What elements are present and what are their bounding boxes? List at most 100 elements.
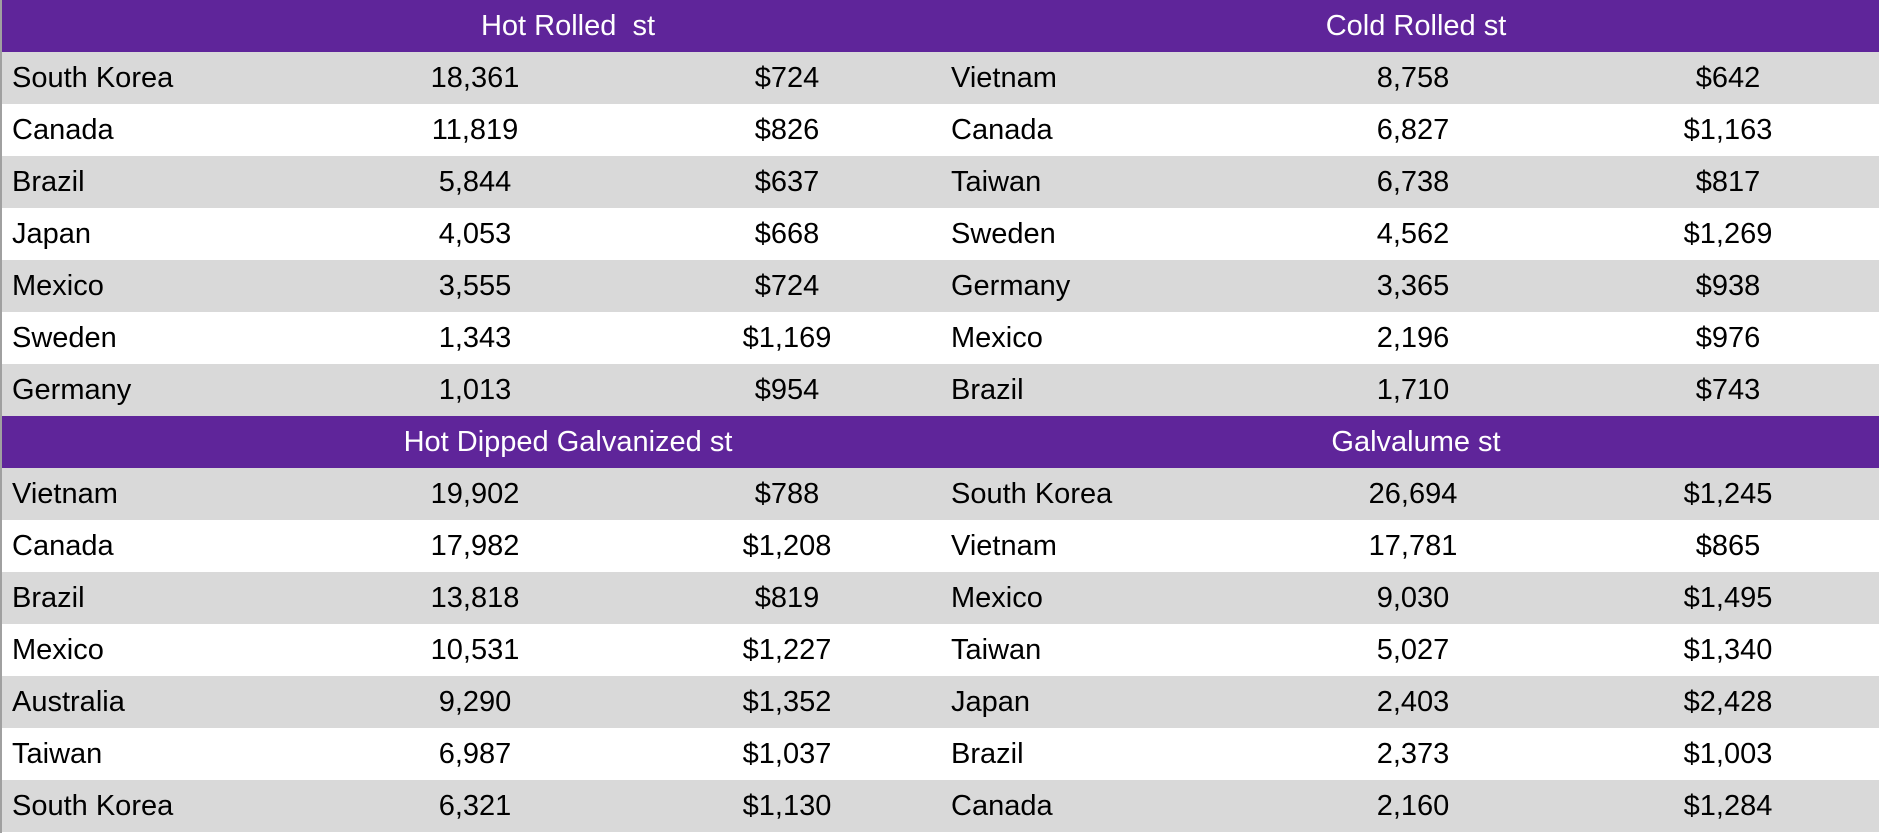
table-row: Australia 9,290 $1,352 Japan 2,403 $2,428 [2, 676, 1879, 728]
right-price-cell: $1,340 [1683, 634, 1773, 666]
left-price-cell: $724 [754, 62, 820, 94]
left-price-cell: $788 [754, 478, 820, 510]
right-price-cell: $1,269 [1683, 218, 1773, 250]
left-tons-cell: 6,987 [438, 738, 512, 770]
left-country-cell: Brazil [12, 166, 85, 198]
right-tons-cell: 9,030 [1376, 582, 1450, 614]
right-tons-cell: 8,758 [1376, 62, 1450, 94]
left-tons-cell: 18,361 [430, 62, 520, 94]
right-country-cell: South Korea [951, 478, 1113, 510]
left-price-cell: $1,352 [742, 686, 832, 718]
left-country-cell: Sweden [12, 322, 117, 354]
left-tons-cell: 10,531 [430, 634, 520, 666]
left-country-cell: Australia [12, 686, 125, 718]
table-row: Vietnam 19,902 $788 South Korea 26,694 $1,245 [2, 468, 1879, 520]
right-price-cell: $743 [1695, 374, 1761, 406]
left-price-cell: $826 [754, 114, 820, 146]
right-price-cell: $817 [1695, 166, 1761, 198]
table-row: Japan 4,053 $668 Sweden 4,562 $1,269 [2, 208, 1879, 260]
left-price-cell: $1,037 [742, 738, 832, 770]
left-price-cell: $1,169 [742, 322, 832, 354]
table-row: Canada 11,819 $826 Canada 6,827 $1,163 [2, 104, 1879, 156]
section-header-row: Hot Dipped Galvanized st Galvalume st [2, 416, 1879, 468]
right-price-cell: $1,163 [1683, 114, 1773, 146]
right-country-cell: Canada [951, 114, 1053, 146]
left-price-cell: $637 [754, 166, 820, 198]
left-country-cell: Taiwan [12, 738, 103, 770]
right-price-cell: $642 [1695, 62, 1761, 94]
right-country-cell: Japan [951, 686, 1031, 718]
right-country-cell: Vietnam [951, 62, 1057, 94]
left-price-cell: $724 [754, 270, 820, 302]
left-price-cell: $819 [754, 582, 820, 614]
right-country-cell: Mexico [951, 322, 1043, 354]
table-row: Mexico 10,531 $1,227 Taiwan 5,027 $1,340 [2, 624, 1879, 676]
right-tons-cell: 26,694 [1368, 478, 1458, 510]
left-country-cell: Vietnam [12, 478, 118, 510]
right-price-cell: $976 [1695, 322, 1761, 354]
left-country-cell: Canada [12, 530, 114, 562]
left-tons-cell: 5,844 [438, 166, 512, 198]
left-tons-cell: 17,982 [430, 530, 520, 562]
left-country-cell: Brazil [12, 582, 85, 614]
left-price-cell: $1,130 [742, 790, 832, 822]
left-country-cell: Japan [12, 218, 92, 250]
right-tons-cell: 6,738 [1376, 166, 1450, 198]
left-tons-cell: 11,819 [431, 114, 519, 146]
right-country-cell: Germany [951, 270, 1071, 302]
left-country-cell: Germany [12, 374, 132, 406]
right-price-cell: $1,284 [1683, 790, 1773, 822]
table-row: Mexico 3,555 $724 Germany 3,365 $938 [2, 260, 1879, 312]
left-price-cell: $668 [754, 218, 820, 250]
right-country-cell: Taiwan [951, 634, 1042, 666]
table-row: Sweden 1,343 $1,169 Mexico 2,196 $976 [2, 312, 1879, 364]
right-price-cell: $1,495 [1683, 582, 1773, 614]
left-table-title: Hot Dipped Galvanized st [403, 426, 733, 458]
table-row: South Korea 18,361 $724 Vietnam 8,758 $642 [2, 52, 1879, 104]
left-price-cell: $1,227 [742, 634, 832, 666]
right-tons-cell: 1,710 [1376, 374, 1450, 406]
right-tons-cell: 5,027 [1376, 634, 1450, 666]
right-tons-cell: 2,373 [1376, 738, 1450, 770]
right-tons-cell: 4,562 [1376, 218, 1450, 250]
left-country-cell: Canada [12, 114, 114, 146]
right-price-cell: $1,245 [1683, 478, 1773, 510]
left-price-cell: $954 [754, 374, 820, 406]
left-tons-cell: 3,555 [438, 270, 512, 302]
right-country-cell: Brazil [951, 374, 1024, 406]
table-row: Brazil 5,844 $637 Taiwan 6,738 $817 [2, 156, 1879, 208]
left-country-cell: Mexico [12, 634, 104, 666]
table-row: South Korea 6,321 $1,130 Canada 2,160 $1,284 [2, 780, 1879, 832]
right-table-title: Cold Rolled st [1325, 10, 1507, 42]
right-table-title: Galvalume st [1331, 426, 1501, 458]
left-tons-cell: 6,321 [438, 790, 512, 822]
right-price-cell: $2,428 [1683, 686, 1773, 718]
section-header-row: Hot Rolled st Cold Rolled st [2, 0, 1879, 52]
left-tons-cell: 19,902 [430, 478, 520, 510]
right-tons-cell: 17,781 [1368, 530, 1458, 562]
right-country-cell: Vietnam [951, 530, 1057, 562]
right-price-cell: $865 [1695, 530, 1761, 562]
right-country-cell: Canada [951, 790, 1053, 822]
left-country-cell: South Korea [12, 790, 174, 822]
right-country-cell: Sweden [951, 218, 1056, 250]
right-country-cell: Taiwan [951, 166, 1042, 198]
right-tons-cell: 2,403 [1376, 686, 1450, 718]
left-tons-cell: 13,818 [430, 582, 520, 614]
right-tons-cell: 6,827 [1376, 114, 1450, 146]
right-country-cell: Mexico [951, 582, 1043, 614]
right-country-cell: Brazil [951, 738, 1024, 770]
table-row: Brazil 13,818 $819 Mexico 9,030 $1,495 [2, 572, 1879, 624]
left-tons-cell: 1,013 [438, 374, 512, 406]
table-row: Germany 1,013 $954 Brazil 1,710 $743 [2, 364, 1879, 416]
left-table-title: Hot Rolled st [480, 10, 656, 42]
left-price-cell: $1,208 [742, 530, 832, 562]
right-tons-cell: 2,196 [1376, 322, 1450, 354]
left-country-cell: Mexico [12, 270, 104, 302]
left-tons-cell: 9,290 [438, 686, 512, 718]
left-tons-cell: 4,053 [438, 218, 512, 250]
right-price-cell: $938 [1695, 270, 1761, 302]
left-country-cell: South Korea [12, 62, 174, 94]
table-row: Taiwan 6,987 $1,037 Brazil 2,373 $1,003 [2, 728, 1879, 780]
